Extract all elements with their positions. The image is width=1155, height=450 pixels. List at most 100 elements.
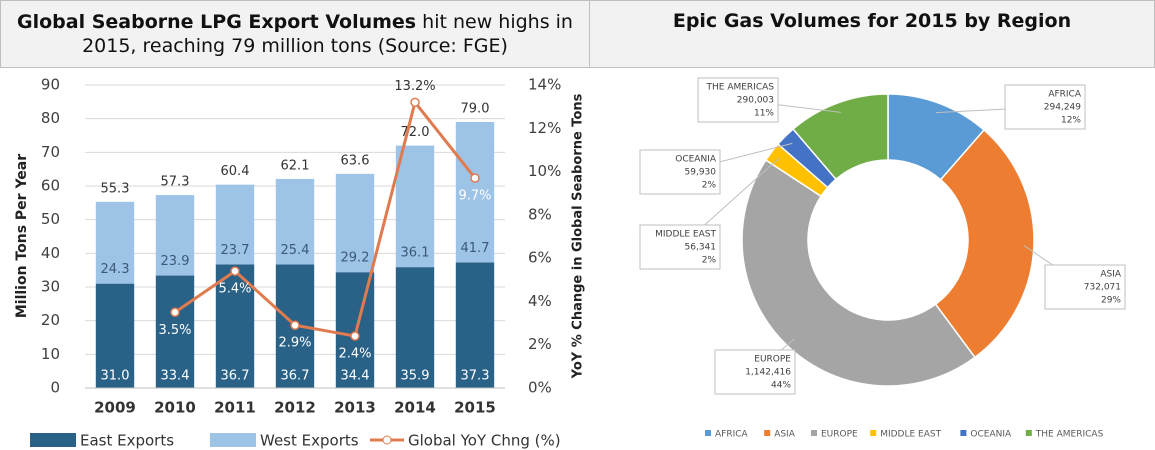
value-label: 1,142,416	[745, 368, 791, 378]
y-tick-label: 50	[41, 210, 60, 228]
line-marker	[230, 266, 240, 276]
bar	[335, 173, 375, 273]
line-marker	[290, 320, 300, 330]
y2-tick-label: 0%	[528, 379, 552, 397]
bar-value-label: 36.1	[401, 246, 430, 261]
bar	[155, 275, 195, 388]
data-label-box	[1004, 84, 1086, 130]
bar-value-label: 23.9	[161, 254, 190, 269]
bar-value-label: 35.9	[401, 369, 430, 384]
line-marker	[170, 307, 180, 317]
legend-swatch	[210, 433, 256, 447]
percent-label: 2%	[702, 256, 717, 266]
y2-tick-label: 2%	[528, 335, 552, 353]
y2-tick-label: 10%	[528, 162, 561, 180]
title: Epic Gas Volumes for 2015 by Region	[672, 10, 1072, 32]
line-marker	[410, 97, 420, 108]
category-label: EUROPE	[754, 355, 791, 365]
x-tick-label: 2009	[94, 399, 136, 417]
legend-swatch	[30, 433, 76, 447]
y-tick-label: 20	[41, 311, 60, 329]
legend-label: EUROPE	[821, 430, 858, 440]
bar-value-label: 25.4	[281, 243, 310, 258]
y2-tick-label: 4%	[528, 292, 552, 310]
bar-value-label: 37.3	[461, 369, 490, 384]
percent-label: 2%	[702, 181, 717, 191]
category-label: OCEANIA	[675, 155, 717, 165]
x-tick-label: 2011	[214, 399, 256, 417]
bar	[95, 283, 135, 388]
legend-swatch	[764, 430, 771, 436]
bar	[215, 184, 255, 265]
line-marker	[350, 331, 360, 341]
value-label: 732,071	[1084, 283, 1121, 293]
donut-slice	[741, 159, 976, 387]
legend-label: MIDDLE EAST	[880, 430, 941, 440]
percent-label: 44%	[771, 381, 791, 391]
category-label: THE AMERICAS	[706, 83, 775, 93]
x-tick-label: 2014	[394, 399, 436, 417]
y-tick-label: 90	[41, 76, 60, 94]
data-label-box	[1044, 264, 1126, 310]
category-label: MIDDLE EAST	[655, 230, 716, 240]
donut-slice	[792, 93, 889, 181]
bar-value-label: 29.2	[341, 251, 370, 266]
y-tick-label: 80	[41, 109, 60, 127]
value-label: 294,249	[1044, 103, 1081, 113]
y2-tick-label: 12%	[528, 119, 561, 137]
line	[174, 99, 477, 338]
percent-label: 29%	[1101, 296, 1121, 306]
line-value-label: 9.7%	[458, 189, 491, 204]
line-value-label: 2.4%	[338, 347, 371, 362]
legend-swatch	[705, 430, 711, 436]
total-label: 55.3	[101, 181, 130, 196]
bar	[215, 264, 255, 388]
y-tick-label: 60	[41, 177, 60, 195]
value-label: 59,930	[685, 168, 717, 178]
legend-swatch	[960, 430, 967, 436]
total-label: 60.4	[221, 164, 250, 179]
line-value-label: 3.5%	[158, 323, 191, 338]
bar-value-label: 34.4	[341, 369, 370, 384]
data-label-box	[714, 349, 796, 395]
legend-swatch	[870, 430, 877, 436]
legend-swatch	[811, 430, 817, 436]
total-label: 57.3	[161, 175, 190, 190]
y2-tick-label: 14%	[528, 76, 561, 94]
y-tick-label: 40	[41, 244, 60, 262]
y-tick-label: 70	[41, 143, 60, 161]
y2-tick-label: 8%	[528, 205, 552, 223]
title: Global Seaborne LPG Export Volumes	[17, 11, 417, 33]
data-label-box	[697, 77, 779, 123]
data-label-box	[639, 224, 721, 270]
bar-value-label: 24.3	[101, 262, 130, 277]
value-label: 290,003	[737, 96, 774, 106]
subtitle: hit new highs in 2015, reaching 79 milli…	[82, 11, 573, 57]
line-value-label: 2.9%	[278, 336, 311, 351]
bar	[275, 178, 315, 265]
y-axis-label: Million Tons Per Year	[14, 154, 30, 318]
bar-value-label: 36.7	[221, 369, 250, 384]
left-title: Global Seaborne LPG Export Volumes hit n…	[1, 10, 589, 58]
line-value-label: 5.4%	[218, 282, 251, 297]
legend-label: West Exports	[260, 432, 359, 450]
bar	[395, 267, 435, 388]
bar-value-label: 23.7	[221, 243, 250, 258]
data-label-box	[639, 149, 721, 195]
x-tick-label: 2015	[454, 399, 496, 417]
legend-label: AFRICA	[715, 430, 749, 440]
donut-slice	[934, 128, 1035, 359]
x-tick-label: 2013	[334, 399, 376, 417]
y-tick-label: 10	[41, 345, 60, 363]
left-header: Global Seaborne LPG Export Volumes hit n…	[0, 0, 590, 68]
category-label: AFRICA	[1048, 90, 1082, 100]
bar	[155, 195, 195, 276]
y2-tick-label: 6%	[528, 249, 552, 267]
bar	[455, 262, 495, 388]
bar-value-label: 31.0	[101, 369, 130, 384]
bar	[395, 145, 435, 268]
legend-label: East Exports	[80, 432, 174, 450]
right-header: Epic Gas Volumes for 2015 by Region	[589, 0, 1155, 68]
